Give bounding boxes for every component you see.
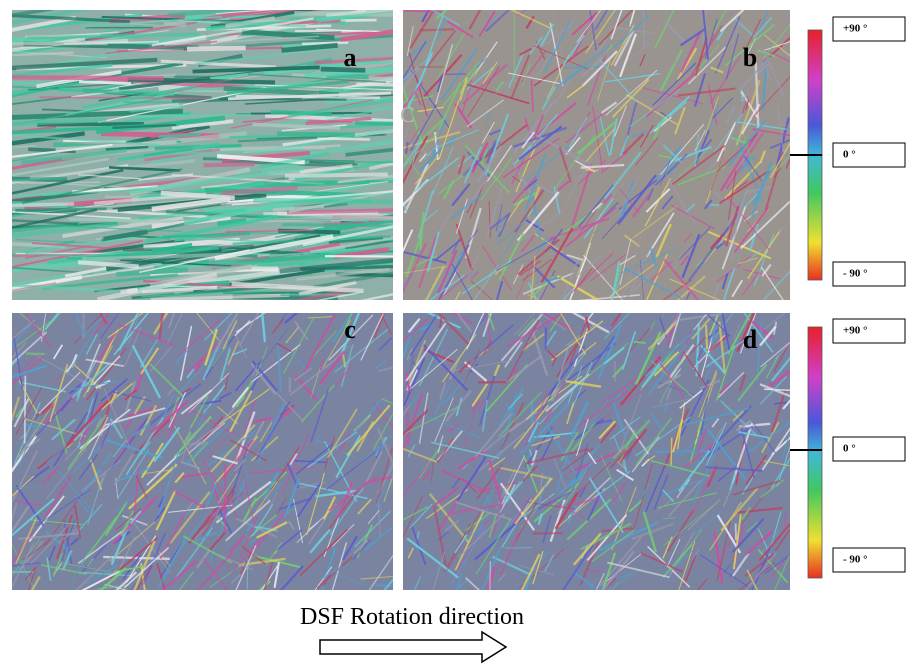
fiber <box>3 77 163 78</box>
fiber <box>79 82 131 84</box>
fiber <box>25 376 26 444</box>
fiber <box>446 74 466 75</box>
panel-label: a <box>344 43 357 72</box>
colorbar-label: +90 ° <box>843 325 867 337</box>
colorbar <box>808 327 822 578</box>
fiber <box>247 559 248 589</box>
image-panel <box>0 2 467 312</box>
figure: a b c d C +90 ° 0 ° - 90 ° +90 ° 0 ° - 90 ° DSF … <box>0 0 907 664</box>
fiber <box>634 342 645 343</box>
fiber <box>302 43 348 44</box>
colorbar-label: +90 ° <box>843 23 867 35</box>
fiber <box>285 174 388 176</box>
colorbar-label: 0 ° <box>843 149 856 161</box>
stray-label: C <box>400 102 415 127</box>
fiber <box>643 0 644 47</box>
fiber <box>26 354 45 355</box>
colorbars: +90 ° 0 ° - 90 ° +90 ° 0 ° - 90 ° <box>790 17 905 578</box>
fiber <box>671 438 672 466</box>
fiber <box>419 29 454 30</box>
image-panel <box>381 0 804 324</box>
fiber <box>585 170 598 171</box>
panel-label: b <box>743 43 757 72</box>
fiber <box>317 138 370 139</box>
fiber <box>706 325 707 349</box>
fiber <box>253 200 429 202</box>
direction-arrow <box>320 632 506 662</box>
caption: DSF Rotation direction <box>300 604 524 630</box>
fiber <box>187 48 246 49</box>
panel-label: d <box>743 325 758 354</box>
panel-label: c <box>344 315 356 344</box>
panels: a b c d <box>0 0 811 619</box>
colorbar-label: - 90 ° <box>843 554 868 566</box>
fiber <box>785 515 786 528</box>
colorbar-label: - 90 ° <box>843 268 868 280</box>
fiber <box>203 164 254 165</box>
fiber <box>130 22 186 24</box>
fiber <box>290 183 332 184</box>
fiber <box>277 134 355 135</box>
colorbar-label: 0 ° <box>843 443 856 455</box>
fiber <box>654 451 710 452</box>
fiber <box>229 136 276 137</box>
fiber <box>287 210 412 212</box>
fiber <box>356 84 406 85</box>
